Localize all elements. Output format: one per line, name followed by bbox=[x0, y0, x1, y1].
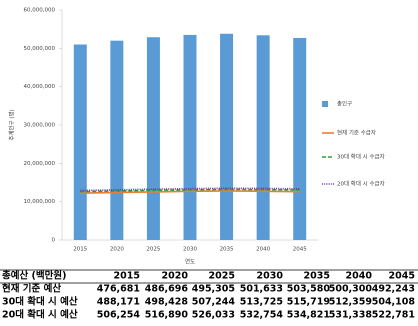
table-cell: 20대 확대 시 예산 bbox=[2, 309, 78, 321]
y-axis-label: 추계인구 (명) bbox=[8, 109, 16, 140]
table-header: 총예산 (백만원) bbox=[2, 270, 66, 282]
y-tick-label: 30,000,000 bbox=[24, 123, 56, 129]
legend-label: 30대 확대 시 수급자 bbox=[337, 153, 385, 161]
line bbox=[80, 188, 300, 193]
table-header: 2015 bbox=[114, 271, 140, 282]
y-tick-label: 40,000,000 bbox=[24, 84, 56, 90]
table-header: 2045 bbox=[389, 271, 415, 282]
line bbox=[80, 187, 300, 192]
legend-label: 총인구 bbox=[337, 100, 352, 108]
table-cell: 501,633 bbox=[240, 284, 283, 295]
table-cell: 488,171 bbox=[97, 297, 140, 308]
table-cell: 500,300 bbox=[329, 284, 373, 295]
table-cell: 503,580 bbox=[287, 284, 331, 295]
bar bbox=[183, 34, 197, 240]
x-tick-label: 2025 bbox=[146, 247, 160, 253]
table-header: 2040 bbox=[346, 271, 373, 282]
y-tick-label: 10,000,000 bbox=[24, 199, 56, 205]
table-header: 2035 bbox=[304, 271, 330, 282]
bar bbox=[293, 37, 307, 240]
table-header: 2025 bbox=[209, 271, 235, 282]
y-tick-label: 0 bbox=[52, 238, 56, 244]
bar bbox=[73, 44, 87, 240]
table-cell: 현재 기준 예산 bbox=[2, 283, 61, 295]
legend-label: 20대 확대 시 수급자 bbox=[337, 180, 385, 188]
x-tick-label: 2020 bbox=[110, 247, 124, 253]
table-cell: 516,890 bbox=[145, 310, 189, 321]
table-cell: 492,243 bbox=[372, 284, 415, 295]
table-cell: 515,719 bbox=[287, 297, 330, 308]
table-cell: 532,754 bbox=[240, 310, 284, 321]
x-tick-label: 2045 bbox=[293, 247, 307, 253]
table-cell: 526,033 bbox=[192, 310, 235, 321]
x-axis-label: 연도 bbox=[185, 258, 195, 266]
bar bbox=[110, 40, 124, 240]
table-cell: 512,359 bbox=[329, 297, 372, 308]
table-cell: 495,305 bbox=[192, 284, 235, 295]
table-cell: 507,244 bbox=[192, 297, 236, 308]
table-cell: 513,725 bbox=[240, 297, 283, 308]
x-tick-label: 2030 bbox=[183, 247, 197, 253]
table-cell: 30대 확대 시 예산 bbox=[2, 296, 78, 308]
table-cell: 534,821 bbox=[287, 310, 330, 321]
table-cell: 476,681 bbox=[97, 284, 140, 295]
y-tick-label: 20,000,000 bbox=[24, 161, 56, 167]
table-header: 2020 bbox=[162, 271, 189, 282]
table-cell: 504,108 bbox=[372, 297, 416, 308]
table-cell: 531,338 bbox=[329, 310, 373, 321]
legend-swatch bbox=[322, 101, 328, 107]
table-cell: 506,254 bbox=[97, 310, 141, 321]
table-cell: 522,781 bbox=[372, 310, 415, 321]
bar bbox=[220, 33, 234, 241]
x-tick-label: 2040 bbox=[256, 247, 270, 253]
line bbox=[80, 190, 300, 195]
table-header: 2030 bbox=[257, 271, 284, 282]
bar bbox=[146, 37, 160, 240]
bar bbox=[256, 35, 270, 240]
table-cell: 486,696 bbox=[145, 284, 189, 295]
x-tick-label: 2015 bbox=[73, 247, 87, 253]
legend-label: 현재 기준 수급자 bbox=[337, 129, 376, 137]
table-cell: 498,428 bbox=[145, 297, 189, 308]
y-tick-label: 50,000,000 bbox=[24, 46, 56, 52]
y-tick-label: 60,000,000 bbox=[24, 8, 56, 14]
x-tick-label: 2035 bbox=[220, 247, 234, 253]
